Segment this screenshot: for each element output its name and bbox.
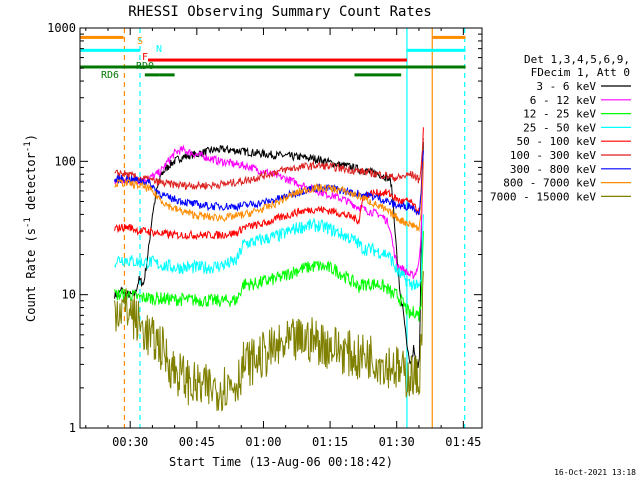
- x-tick-label: 01:00: [245, 435, 281, 449]
- legend-entry-label: 12 - 25 keV: [523, 108, 596, 121]
- flag-label-n: N: [156, 44, 162, 55]
- y-tick-label: 1000: [47, 21, 76, 35]
- legend-header-line-1: Det 1,3,4,5,6,9,: [524, 53, 630, 66]
- legend-entry-label: 300 - 800 keV: [510, 163, 596, 176]
- flag-bar-s-1: [432, 35, 466, 39]
- series-line-1: [114, 144, 424, 279]
- legend-entry-label: 100 - 300 keV: [510, 149, 596, 162]
- series-line-8: [114, 271, 424, 412]
- flag-label-s: S: [137, 36, 143, 47]
- x-tick-label: 01:15: [312, 435, 348, 449]
- series-line-2: [114, 231, 424, 322]
- series-line-6: [114, 150, 424, 216]
- legend-header-line-2: FDecim 1, Att 0: [531, 66, 630, 79]
- flag-bar-rd0-1: [414, 65, 466, 69]
- flag-bar-n-1: [406, 48, 466, 52]
- flag-label-rd0: RD0: [136, 61, 154, 72]
- plot-frame: [79, 27, 483, 429]
- legend-entry-label: 25 - 50 keV: [523, 121, 596, 134]
- x-axis-label: Start Time (13-Aug-06 00:18:42): [169, 455, 393, 469]
- y-tick-label: 1: [69, 421, 76, 435]
- series-line-3: [114, 214, 424, 291]
- legend-entry-label: 50 - 100 keV: [517, 135, 597, 148]
- chart-title: RHESSI Observing Summary Count Rates: [128, 4, 431, 20]
- x-tick-label: 01:30: [379, 435, 415, 449]
- legend-entry-label: 7000 - 15000 keV: [490, 190, 596, 203]
- flag-bar-n-0: [80, 48, 140, 52]
- series-line-7: [114, 161, 424, 232]
- x-tick-label: 01:45: [445, 435, 481, 449]
- legend-entry-label: 6 - 12 keV: [530, 94, 597, 107]
- y-tick-label: 10: [62, 288, 76, 302]
- flag-bar-rd6-0: [144, 73, 160, 77]
- x-tick-label: 00:45: [179, 435, 215, 449]
- x-axis: 00:30 00:45 01:00 01:15 01:30 01:45: [85, 28, 481, 449]
- legend-entry-label: 3 - 6 keV: [536, 80, 596, 93]
- flag-bar-rd6-1: [159, 73, 175, 77]
- footer-timestamp: 16-Oct-2021 13:18: [554, 468, 636, 477]
- flag-label-rd6: RD6: [101, 70, 119, 81]
- flag-label-f: F: [142, 52, 148, 63]
- flag-bar-s-0: [80, 35, 124, 39]
- legend: Det 1,3,4,5,6,9, FDecim 1, Att 0 3 - 6 k…: [490, 53, 631, 203]
- flag-bar-f-0: [147, 58, 407, 62]
- x-tick-label: 00:30: [112, 435, 148, 449]
- series-line-5: [114, 137, 424, 191]
- y-axis-label: Count Rate (s-1 detector-1): [23, 134, 38, 322]
- flag-bar-rd0-0: [80, 65, 415, 69]
- legend-entry-label: 800 - 7000 keV: [503, 177, 596, 190]
- y-axis: 1 10 100 1000: [47, 21, 482, 435]
- flag-bar-rd6-2: [354, 73, 402, 77]
- series-line-4: [114, 127, 424, 241]
- y-tick-label: 100: [54, 154, 76, 168]
